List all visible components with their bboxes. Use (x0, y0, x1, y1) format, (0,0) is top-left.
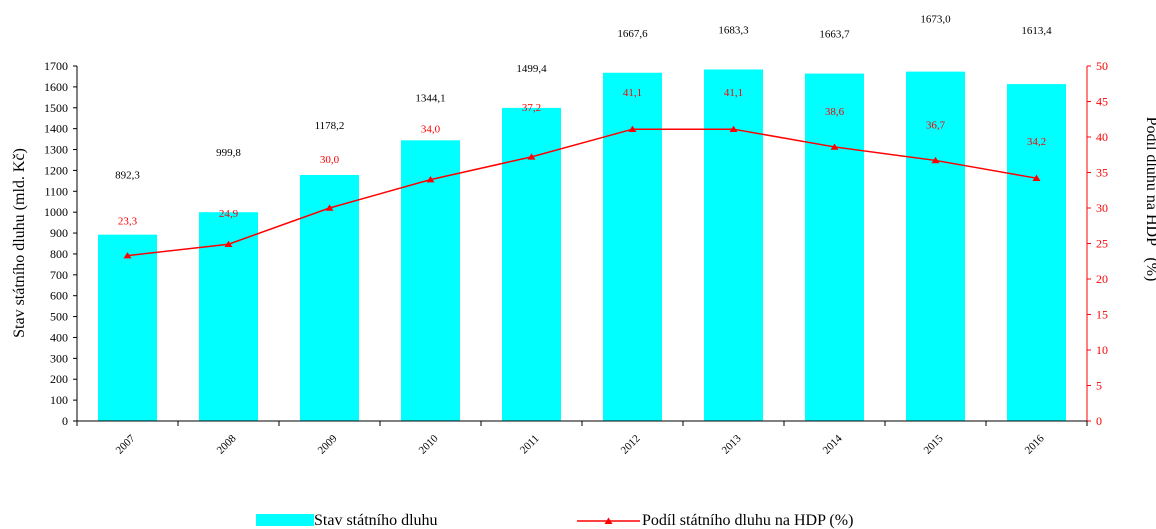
bar-2011 (502, 107, 561, 421)
y-axis-title: Stav státního dluhu (mld. Kč) (11, 148, 28, 338)
line-point-2012 (628, 125, 637, 132)
x-tick-label: 2008 (215, 432, 239, 456)
right-tick-label: 45 (1096, 95, 1108, 109)
bar-value-label: 892,3 (115, 170, 140, 182)
bar-value-label: 999,8 (216, 147, 241, 159)
left-tick-label: 0 (62, 414, 68, 428)
line-value-label: 23,3 (118, 216, 138, 228)
left-tick-label: 800 (50, 247, 68, 261)
x-tick-label: 2016 (1023, 432, 1047, 456)
bar-value-label: 1683,3 (718, 24, 749, 36)
left-tick-label: 1100 (44, 184, 68, 198)
bars-layer (98, 69, 1066, 422)
left-tick-label: 1600 (44, 80, 68, 94)
legend-bar-swatch (256, 514, 314, 526)
bar-value-label: 1344,1 (415, 92, 445, 104)
bar-2009 (300, 174, 359, 421)
x-tick-label: 2015 (922, 432, 946, 456)
left-tick-label: 1500 (44, 101, 68, 115)
legend: Stav státního dluhu Podíl státního dluhu… (256, 512, 853, 529)
line-point-2009 (325, 204, 334, 211)
right-tick-label: 40 (1096, 130, 1108, 144)
left-tick-label: 600 (50, 289, 68, 303)
left-tick-label: 1300 (44, 143, 68, 157)
bar-2014 (805, 73, 864, 421)
left-axis-ticks: 0 100 200 300 400 500 600 700 800 900 1000 1100 1200… (44, 59, 77, 428)
line-point-2008 (224, 240, 233, 248)
left-tick-label: 900 (50, 226, 68, 240)
bar-2013 (704, 69, 763, 421)
legend-bar-label: Stav státního dluhu (314, 512, 438, 529)
legend-line-marker (604, 517, 613, 524)
left-tick-label: 400 (50, 330, 68, 344)
left-tick-label: 300 (50, 351, 68, 365)
line-layer (123, 125, 1041, 259)
line-value-label: 24,9 (219, 208, 239, 220)
left-tick-label: 100 (50, 393, 68, 407)
bar-2007 (98, 234, 157, 421)
bar-2010 (401, 140, 460, 421)
bar-value-label: 1673,0 (920, 14, 951, 26)
x-axis-ticks: 2007 2008 2009 2010 2011 2012 2013 2014 2015 2016 (76, 421, 1088, 457)
right-tick-label: 25 (1096, 237, 1108, 251)
right-tick-label: 50 (1096, 59, 1108, 73)
left-tick-label: 1700 (44, 59, 68, 73)
bar-value-label: 1499,4 (516, 63, 547, 75)
left-tick-label: 1200 (44, 163, 68, 177)
bar-2015 (906, 71, 965, 421)
right-tick-label: 0 (1096, 414, 1102, 428)
line-value-label: 38,6 (825, 106, 845, 118)
bar-value-label: 1613,4 (1021, 25, 1052, 37)
line-point-2010 (426, 176, 435, 183)
right-tick-label: 15 (1096, 308, 1108, 322)
line-point-2014 (830, 143, 839, 150)
x-tick-label: 2010 (417, 432, 441, 456)
bar-value-label: 1667,6 (617, 28, 648, 40)
bar-value-label: 1663,7 (819, 29, 850, 41)
x-tick-label: 2012 (619, 433, 643, 457)
x-tick-label: 2014 (821, 432, 845, 456)
x-tick-label: 2013 (720, 432, 744, 456)
left-tick-label: 700 (50, 268, 68, 282)
line-point-2015 (931, 156, 940, 164)
line-value-label: 41,1 (623, 87, 642, 99)
x-tick-label: 2007 (114, 432, 138, 456)
line-point-2011 (527, 153, 536, 160)
line-point-2016 (1032, 174, 1041, 181)
left-tick-label: 1400 (44, 122, 68, 136)
line-value-label: 41,1 (724, 87, 743, 99)
bar-2012 (603, 72, 662, 422)
left-tick-label: 200 (50, 372, 68, 386)
x-tick-label: 2009 (316, 432, 340, 456)
left-tick-label: 1000 (44, 205, 68, 219)
x-tick-label: 2011 (518, 433, 542, 457)
line-value-label: 34,0 (421, 124, 441, 136)
right-tick-label: 10 (1096, 343, 1108, 357)
right-tick-label: 20 (1096, 272, 1108, 286)
right-tick-label: 5 (1096, 379, 1102, 393)
line-value-label: 36,7 (926, 119, 946, 131)
line-value-label: 30,0 (320, 154, 340, 166)
right-tick-label: 30 (1096, 201, 1108, 215)
line-point-2013 (729, 125, 738, 132)
line-point-2007 (123, 252, 132, 259)
line-series-path (127, 128, 1037, 257)
line-value-label: 37,2 (522, 102, 541, 114)
bar-labels-layer: 892,3 999,8 1178,2 1344,1 1499,4 1667,6 1683,3… (115, 14, 1052, 182)
line-labels-layer: 23,3 24,9 30,0 34,0 37,2 41,1 41,1 38,6 36,7 34,2 (118, 87, 1046, 227)
y2-axis-title: Podíl dluhu na HDP (%) (1143, 117, 1156, 282)
line-value-label: 34,2 (1027, 136, 1046, 148)
bar-2016 (1007, 84, 1066, 422)
legend-line-label: Podíl státního dluhu na HDP (%) (642, 512, 853, 529)
right-tick-label: 35 (1096, 166, 1108, 180)
right-axis-ticks: 0 5 10 15 20 25 30 35 40 45 50 (1087, 59, 1108, 428)
bar-value-label: 1178,2 (315, 120, 345, 132)
left-tick-label: 500 (50, 310, 68, 324)
